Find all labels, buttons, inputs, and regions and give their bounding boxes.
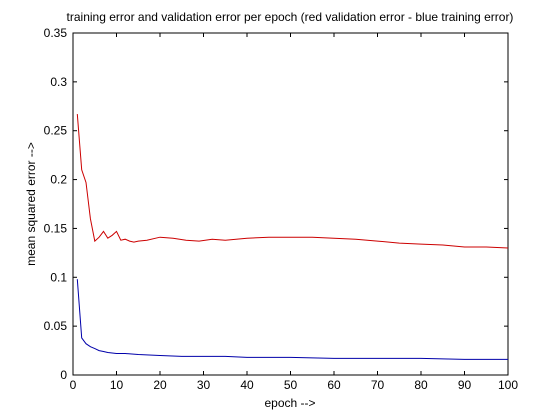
series-layer — [76, 114, 509, 360]
y-tick-label: 0.25 — [44, 124, 68, 138]
x-tick-label: 90 — [458, 378, 472, 392]
plot-area — [72, 32, 509, 376]
x-tick-label: 70 — [371, 378, 385, 392]
x-tick-label: 80 — [414, 378, 428, 392]
y-tick-label: 0.35 — [44, 26, 68, 40]
x-tick-label: 30 — [197, 378, 211, 392]
chart-title: training error and validation error per … — [67, 10, 514, 24]
x-tick-label: 40 — [240, 378, 254, 392]
y-axis: 0 0.05 0.1 0.15 0.2 0.25 0.3 0.35 — [44, 26, 508, 382]
x-tick-label: 50 — [284, 378, 298, 392]
y-tick-label: 0.05 — [44, 319, 68, 333]
x-tick-label: 20 — [153, 378, 167, 392]
x-tick-label: 10 — [110, 378, 124, 392]
y-tick-label: 0.1 — [50, 270, 67, 284]
x-tick-label: 0 — [70, 378, 77, 392]
y-tick-label: 0.15 — [44, 221, 68, 235]
y-tick-label: 0 — [60, 368, 67, 382]
y-tick-label: 0.3 — [50, 75, 67, 89]
y-tick-label: 0.2 — [50, 173, 67, 187]
x-tick-label: 100 — [498, 378, 518, 392]
x-axis: 0 10 20 30 40 50 60 70 80 90 100 — [70, 33, 518, 392]
series-line-blue — [76, 279, 508, 360]
x-tick-label: 60 — [327, 378, 341, 392]
x-axis-label: epoch --> — [264, 396, 315, 410]
series-line-red — [76, 114, 509, 249]
y-axis-label: mean squared error --> — [24, 142, 38, 266]
